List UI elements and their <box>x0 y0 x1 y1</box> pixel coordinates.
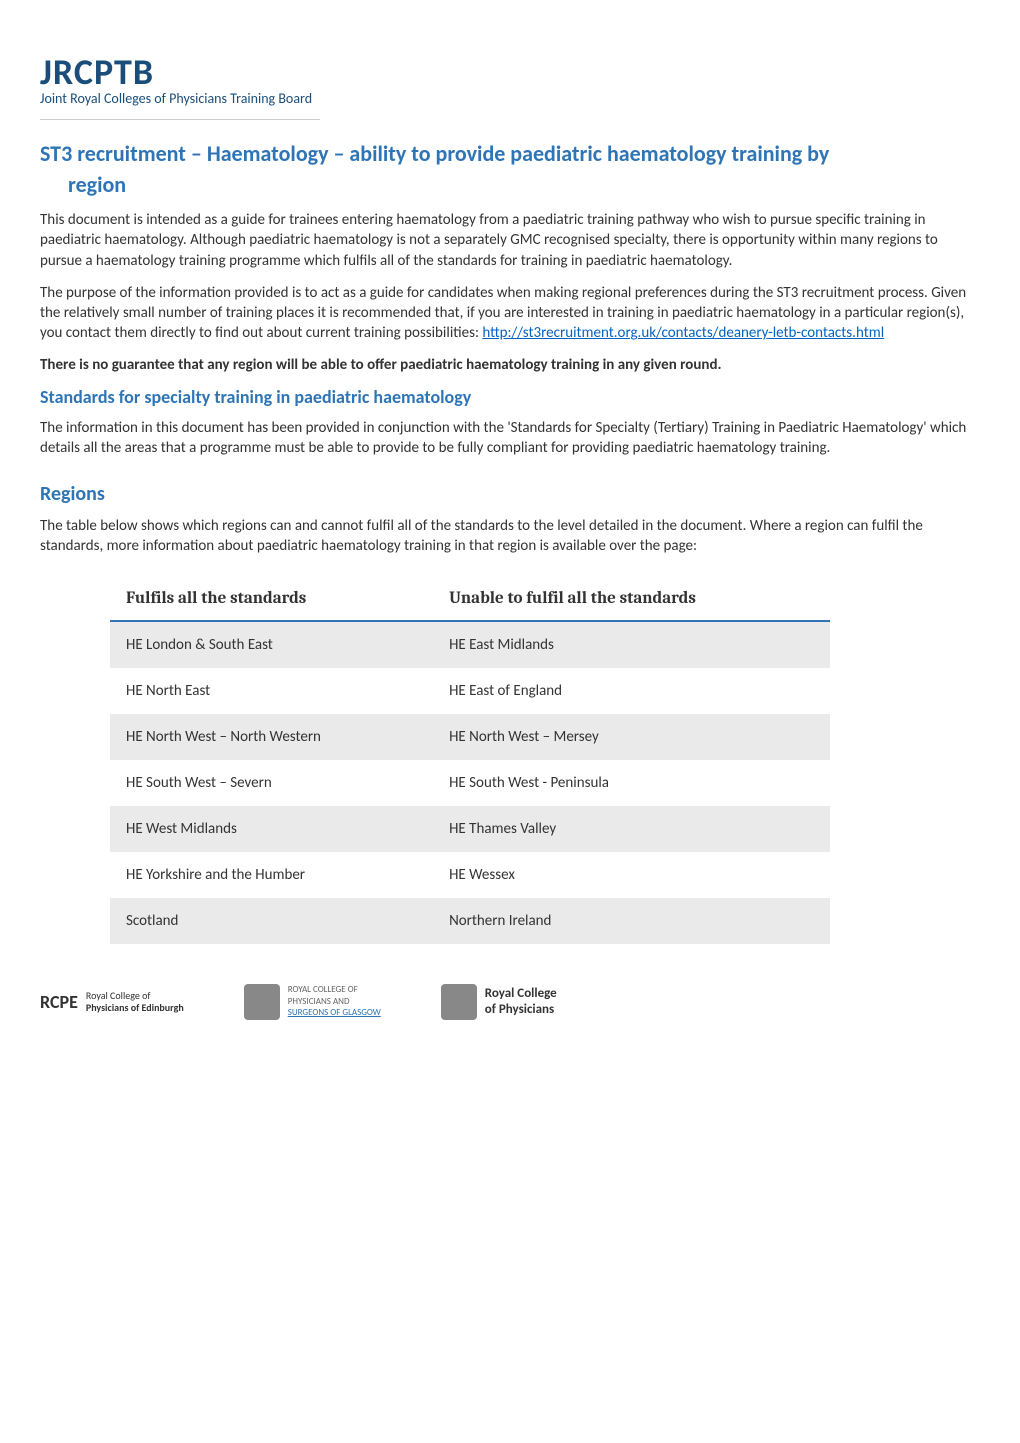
regions-heading: Regions <box>40 482 980 506</box>
standards-table-container: Fulfils all the standards Unable to fulf… <box>110 577 830 944</box>
table-cell-unable: HE North West – Mersey <box>433 714 830 760</box>
main-heading-line1: ST3 recruitment – Haematology – ability … <box>40 140 980 167</box>
glasgow-text: ROYAL COLLEGE OF PHYSICIANS AND SURGEONS… <box>288 984 381 1019</box>
standards-subheading: Standards for specialty training in paed… <box>40 386 980 408</box>
logo-subtitle: Joint Royal Colleges of Physicians Train… <box>40 90 980 107</box>
logo-title: JRCPTB <box>40 50 980 94</box>
glasgow-line1: ROYAL COLLEGE OF <box>288 984 381 996</box>
table-row: HE Yorkshire and the HumberHE Wessex <box>110 852 830 898</box>
table-cell-fulfils: Scotland <box>110 898 433 944</box>
table-row: HE West MidlandsHE Thames Valley <box>110 806 830 852</box>
table-header-row: Fulfils all the standards Unable to fulf… <box>110 577 830 621</box>
table-row: ScotlandNorthern Ireland <box>110 898 830 944</box>
glasgow-logo: ROYAL COLLEGE OF PHYSICIANS AND SURGEONS… <box>244 984 381 1020</box>
rcp-crest-icon <box>441 984 477 1020</box>
footer-logos: RCPE Royal College of Physicians of Edin… <box>40 984 980 1020</box>
rcp-text: Royal College of Physicians <box>485 986 557 1017</box>
header-fulfils: Fulfils all the standards <box>110 577 433 621</box>
paragraph-standards: The information in this document has bee… <box>40 418 980 459</box>
rcpe-logo: RCPE Royal College of Physicians of Edin… <box>40 990 184 1014</box>
table-cell-fulfils: HE North East <box>110 668 433 714</box>
header-unable: Unable to fulfil all the standards <box>433 577 830 621</box>
table-cell-fulfils: HE South West – Severn <box>110 760 433 806</box>
glasgow-crest-icon <box>244 984 280 1020</box>
glasgow-line3: SURGEONS OF GLASGOW <box>288 1007 381 1019</box>
table-cell-fulfils: HE Yorkshire and the Humber <box>110 852 433 898</box>
rcpe-subtitle: Royal College of Physicians of Edinburgh <box>86 990 184 1014</box>
table-cell-unable: Northern Ireland <box>433 898 830 944</box>
guarantee-note: There is no guarantee that any region wi… <box>40 356 980 374</box>
table-cell-fulfils: HE North West – North Western <box>110 714 433 760</box>
header-logo: JRCPTB Joint Royal Colleges of Physician… <box>40 50 980 107</box>
table-cell-unable: HE East Midlands <box>433 621 830 668</box>
table-cell-fulfils: HE West Midlands <box>110 806 433 852</box>
paragraph-purpose: The purpose of the information provided … <box>40 283 980 344</box>
deanery-contacts-link[interactable]: http://st3recruitment.org.uk/contacts/de… <box>482 324 884 342</box>
rcp-line2: of Physicians <box>485 1002 557 1018</box>
standards-table: Fulfils all the standards Unable to fulf… <box>110 577 830 944</box>
table-row: HE North EastHE East of England <box>110 668 830 714</box>
table-row: HE North West – North WesternHE North We… <box>110 714 830 760</box>
table-cell-unable: HE Thames Valley <box>433 806 830 852</box>
table-cell-unable: HE East of England <box>433 668 830 714</box>
table-cell-unable: HE Wessex <box>433 852 830 898</box>
table-row: HE South West – SevernHE South West - Pe… <box>110 760 830 806</box>
table-row: HE London & South EastHE East Midlands <box>110 621 830 668</box>
glasgow-line2: PHYSICIANS AND <box>288 996 381 1008</box>
table-cell-unable: HE South West - Peninsula <box>433 760 830 806</box>
rcp-logo: Royal College of Physicians <box>441 984 557 1020</box>
paragraph-intro: This document is intended as a guide for… <box>40 210 980 271</box>
rcpe-main-text: RCPE <box>40 991 78 1013</box>
main-heading-line2: region <box>68 171 980 198</box>
paragraph-regions: The table below shows which regions can … <box>40 516 980 557</box>
rcpe-line2: Physicians of Edinburgh <box>86 1002 184 1014</box>
header-divider <box>40 119 320 120</box>
table-cell-fulfils: HE London & South East <box>110 621 433 668</box>
rcp-line1: Royal College <box>485 986 557 1002</box>
